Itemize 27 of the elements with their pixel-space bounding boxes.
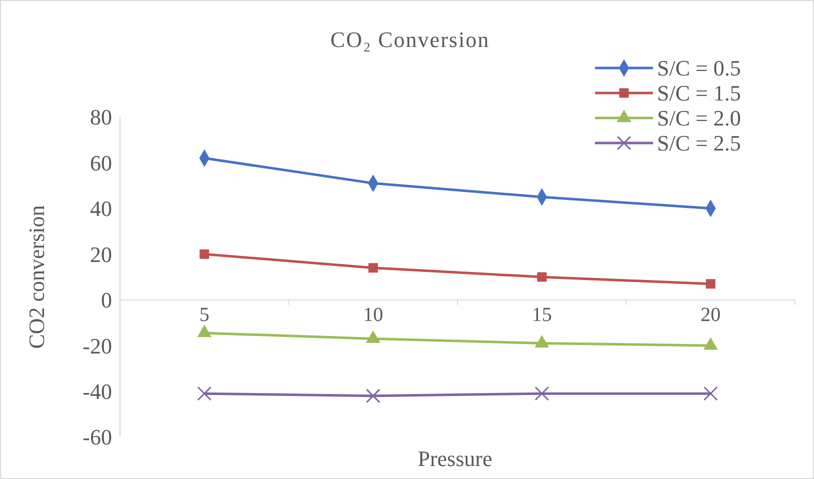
- legend-label: S/C = 2.0: [657, 106, 741, 131]
- point: [703, 386, 718, 401]
- x-tick-label: 5: [199, 304, 210, 326]
- y-tick-label: -60: [82, 424, 112, 450]
- legend-label: S/C = 2.5: [657, 130, 741, 156]
- y-tick-label: -20: [82, 333, 112, 358]
- y-tick-label: 60: [90, 150, 112, 176]
- point: [197, 386, 212, 401]
- x-tick-label: 20: [700, 304, 721, 326]
- legend-label: S/C = 1.5: [657, 80, 741, 106]
- y-tick-label: -40: [82, 378, 112, 404]
- x-tick-label: 15: [532, 304, 552, 326]
- y-tick-label: 20: [90, 242, 112, 267]
- x-tick-label: 10: [363, 304, 384, 326]
- x-axis-title: Pressure: [418, 446, 492, 471]
- y-tick-label: 80: [90, 104, 112, 130]
- y-tick-label: 0: [101, 288, 112, 313]
- point: [200, 249, 210, 259]
- legend-label: S/C = 0.5: [657, 56, 741, 81]
- y-axis-title: CO2 conversion: [24, 205, 49, 349]
- point: [366, 388, 380, 404]
- chart-title: CO₂ Conversion: [330, 27, 490, 52]
- point: [706, 279, 716, 289]
- point: [537, 272, 547, 282]
- point: [534, 386, 550, 401]
- y-tick-label: 40: [90, 196, 112, 222]
- point: [368, 263, 378, 273]
